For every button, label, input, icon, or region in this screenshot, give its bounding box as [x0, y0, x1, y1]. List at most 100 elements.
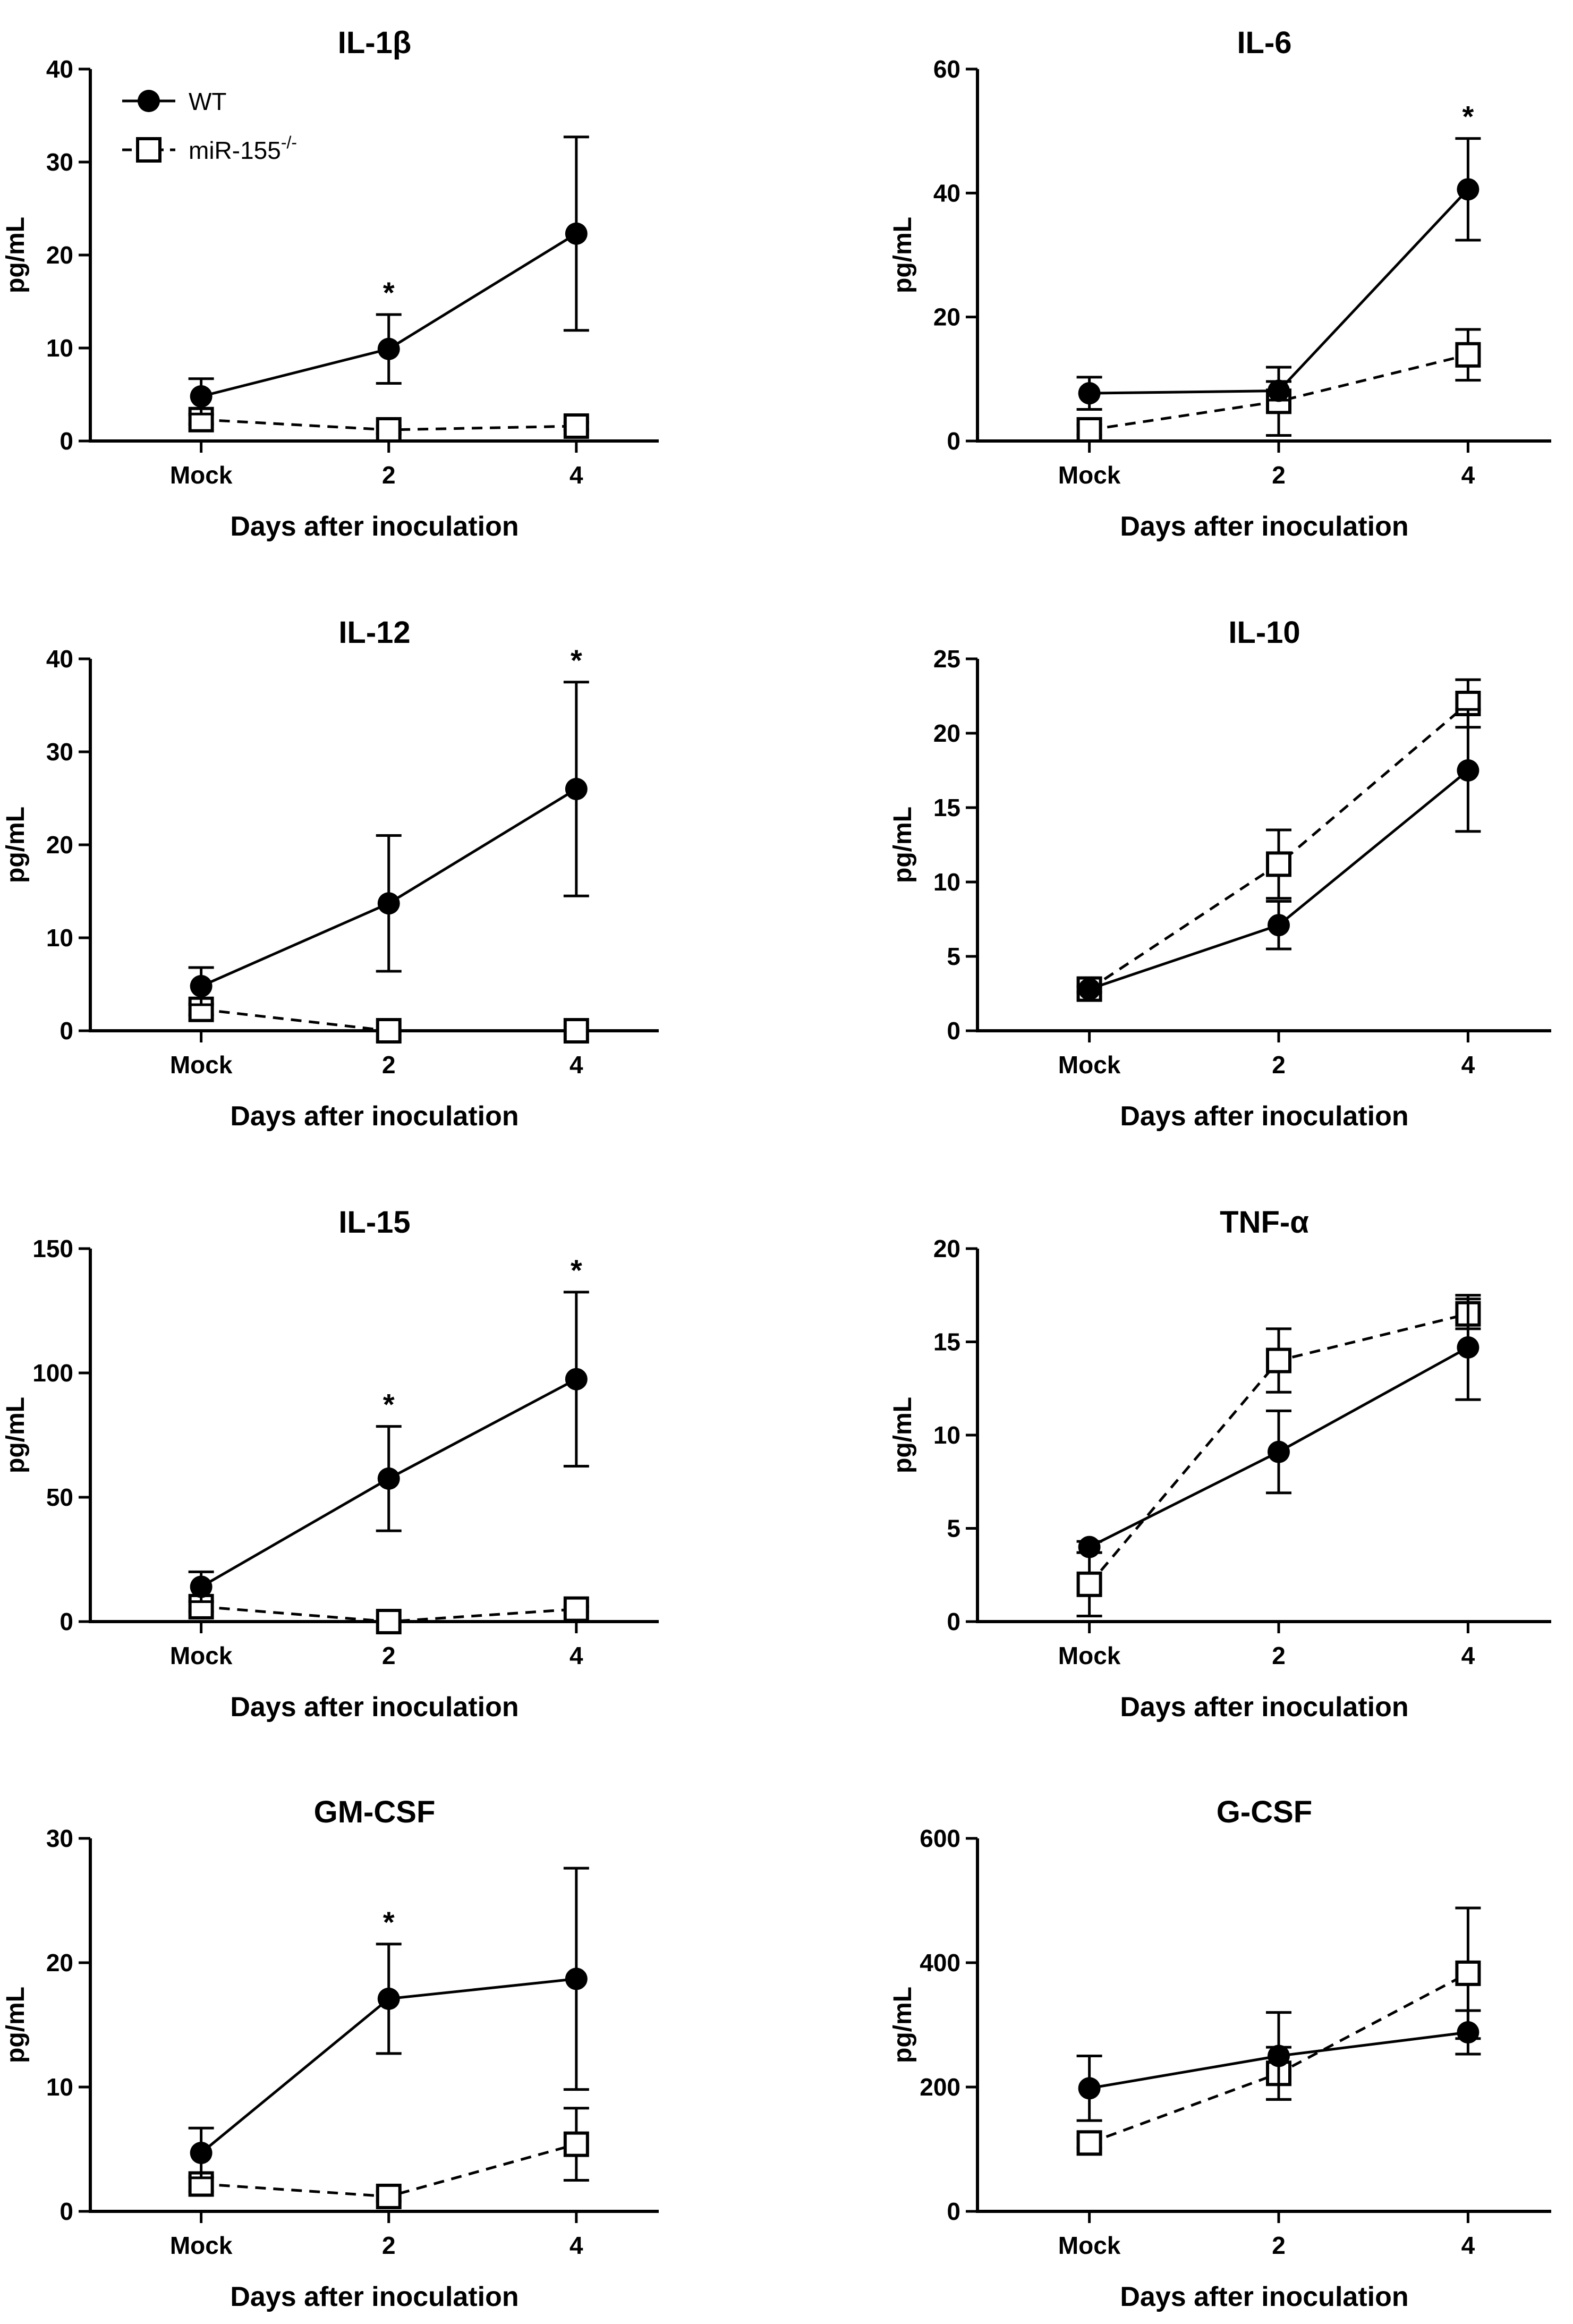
x-tick-label: Mock [1058, 461, 1121, 489]
x-tick-label: 2 [382, 2232, 396, 2259]
y-tick-label: 30 [46, 738, 73, 766]
data-point-wt [1268, 379, 1290, 402]
y-tick-label: 0 [59, 1017, 73, 1045]
y-tick-label: 0 [59, 1608, 73, 1635]
y-tick-label: 50 [46, 1483, 73, 1511]
legend-label-mir155-name: miR-155 [189, 137, 281, 164]
x-tick-label: 2 [1272, 461, 1286, 489]
y-tick-label: 20 [46, 1949, 73, 1977]
x-tick-label: 4 [1461, 2232, 1475, 2259]
x-tick-label: 2 [1272, 1051, 1286, 1079]
data-point-mir155 [563, 1018, 589, 1044]
y-tick-label: 15 [933, 1328, 960, 1356]
data-point-wt [565, 778, 588, 800]
x-tick-label: 2 [1272, 2232, 1286, 2259]
y-tick-label: 25 [933, 645, 960, 673]
y-tick-label: 20 [46, 241, 73, 269]
data-point-wt [377, 1467, 400, 1490]
data-point-mir155 [376, 1018, 402, 1044]
data-point-wt [565, 1967, 588, 1990]
y-tick-label: 0 [59, 2198, 73, 2225]
x-axis-label: Days after inoculation [1120, 1692, 1408, 1723]
y-tick-label: 10 [933, 868, 960, 896]
significance-marker: * [1463, 100, 1474, 133]
y-tick-label: 10 [46, 924, 73, 952]
data-point-mir155 [1266, 1347, 1291, 1373]
chart-title: G-CSF [1217, 1795, 1312, 1829]
chart-panel: IL-12 0 10 20 30 40 Mock 2 4 Days after inoculati… [2, 615, 659, 1132]
data-point-mir155 [563, 2131, 589, 2157]
data-point-wt [377, 892, 400, 915]
x-tick-label: 4 [569, 1051, 583, 1079]
y-tick-label: 60 [933, 55, 960, 83]
significance-marker: * [571, 1253, 582, 1287]
chart-panel: IL-6 0 20 40 60 Mock 2 4 Days after inoculation p… [889, 26, 1551, 542]
y-tick-label: 5 [947, 1515, 960, 1542]
significance-marker: * [383, 1388, 395, 1421]
y-tick-label: 150 [32, 1235, 73, 1262]
x-tick-label: 2 [382, 1642, 396, 1669]
data-point-wt [1457, 759, 1480, 782]
data-point-mir155 [563, 413, 589, 439]
data-point-mir155 [1266, 851, 1291, 877]
y-tick-label: 20 [46, 831, 73, 859]
chart-panel: G-CSF 0 200 400 600 Mock 2 4 Days after inoculat… [889, 1795, 1551, 2312]
series-line-wt [1089, 188, 1469, 395]
y-tick-label: 0 [947, 2198, 960, 2225]
data-point-wt [377, 337, 400, 360]
x-axis-label: Days after inoculation [1120, 511, 1408, 542]
y-tick-label: 600 [920, 1825, 960, 1852]
x-tick-label: 2 [1272, 1642, 1286, 1669]
x-axis-label: Days after inoculation [230, 2281, 518, 2312]
chart-title: IL-12 [338, 615, 410, 650]
legend: WT miR-155-/- [122, 88, 297, 164]
y-tick-label: 400 [920, 1949, 960, 1977]
chart-panel: TNF-α 0 5 10 15 20 Mock 2 4 Days after inoculatio… [889, 1205, 1551, 1723]
y-tick-label: 10 [933, 1421, 960, 1449]
legend-marker-mir155 [136, 137, 161, 163]
x-tick-label: Mock [1058, 1051, 1121, 1079]
data-point-mir155 [376, 417, 402, 443]
data-point-wt [1457, 1336, 1480, 1359]
significance-marker: * [383, 1905, 395, 1939]
y-axis-label: pg/mL [889, 1397, 917, 1473]
data-point-wt [377, 1987, 400, 2010]
y-tick-label: 20 [933, 303, 960, 331]
significance-marker: * [383, 276, 395, 309]
chart-panel: IL-1β 0 10 20 30 40 Mock 2 4 Days after inoculati… [2, 26, 659, 542]
y-tick-label: 15 [933, 794, 960, 821]
data-point-wt [1078, 2077, 1101, 2100]
data-point-wt [1078, 1536, 1101, 1558]
y-tick-label: 100 [32, 1359, 73, 1387]
series-line-mir155 [1089, 353, 1468, 431]
y-tick-label: 20 [933, 719, 960, 747]
y-axis-label: pg/mL [2, 217, 30, 293]
chart-title: IL-15 [338, 1205, 410, 1240]
data-point-wt [1457, 2021, 1480, 2044]
y-tick-label: 40 [46, 645, 73, 673]
data-point-wt [1268, 1440, 1290, 1463]
y-tick-label: 5 [947, 943, 960, 970]
data-point-wt [1268, 914, 1290, 937]
data-point-mir155 [1455, 1960, 1481, 1986]
y-tick-label: 10 [46, 2073, 73, 2101]
y-tick-label: 30 [46, 1825, 73, 1852]
chart-panel: GM-CSF 0 10 20 30 Mock 2 4 Days after inoculatio… [2, 1795, 659, 2312]
data-point-wt [1457, 178, 1480, 201]
data-point-wt [1268, 2045, 1290, 2067]
data-point-wt [1078, 978, 1101, 1000]
x-tick-label: Mock [1058, 2232, 1121, 2259]
y-axis-label: pg/mL [889, 807, 917, 883]
chart-title: IL-10 [1228, 615, 1300, 650]
x-axis-label: Days after inoculation [230, 1692, 518, 1723]
x-tick-label: 4 [1461, 1051, 1475, 1079]
y-tick-label: 30 [46, 148, 73, 176]
data-point-wt [565, 222, 588, 245]
y-axis-label: pg/mL [2, 1397, 30, 1473]
x-axis-label: Days after inoculation [1120, 2281, 1408, 2312]
y-tick-label: 0 [947, 1017, 960, 1045]
chart-panel: IL-10 0 5 10 15 20 25 Mock 2 4 Days after inoculat… [889, 615, 1551, 1132]
legend-marker-wt [138, 90, 160, 112]
y-axis-label: pg/mL [2, 1987, 30, 2063]
x-tick-label: 2 [382, 461, 396, 489]
